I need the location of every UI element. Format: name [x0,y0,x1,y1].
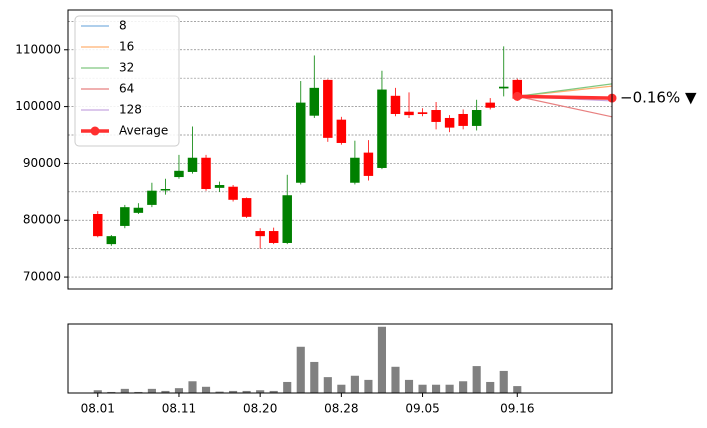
forecast-annotation: −0.16% ▼ [620,89,697,107]
volume-bar [283,381,292,393]
volume-bar [256,390,265,393]
volume-bar [418,384,427,393]
volume-bar [323,377,332,393]
volume-bar [391,366,400,393]
candle-body [431,110,441,122]
volume-bar [107,391,116,393]
volume-bar [161,390,170,393]
volume-bar [432,384,441,393]
candle-body [160,188,171,191]
candle-body [512,79,523,99]
candle-body [417,112,428,114]
volume-bar [296,346,305,393]
candle-body [363,152,374,176]
candle-body [228,186,238,200]
candle-body [106,236,117,245]
legend-label: 128 [119,103,142,117]
legend-label: 8 [119,19,127,33]
candle-body [268,231,279,243]
volume-bar [242,390,251,393]
candle-body [174,170,184,178]
legend-marker [90,126,100,136]
legend-label: Average [119,124,168,138]
candle-body [120,207,130,226]
candle-body [296,102,306,183]
candle-body [147,190,157,205]
candle-body [444,117,455,128]
forecast-line [517,83,613,97]
y-tick-label: 80000 [23,213,61,227]
volume-bar [472,366,481,393]
x-tick-label: 08.20 [243,402,277,416]
candle-body [458,113,468,126]
volume-bar [350,375,359,393]
volume-bar [337,384,346,393]
x-tick-label: 08.01 [81,402,115,416]
candle-body [214,185,225,188]
candle-body [309,87,320,116]
x-tick-label: 08.11 [162,402,196,416]
volume-bar [364,379,373,393]
y-tick-label: 70000 [23,270,61,284]
volume-bar [310,361,319,393]
plot-frame [67,9,613,290]
legend-box [74,15,180,147]
candle-body [201,157,211,189]
y-tick-label: 110000 [15,42,61,56]
volume-bar [120,388,129,393]
volume-bar [188,381,197,393]
volume-bar [147,388,156,393]
legend-label: 16 [119,40,134,54]
volume-bar [459,381,468,393]
candle-body [499,86,509,89]
candle-body [336,119,347,143]
candle-body [350,157,360,183]
x-tick-label: 09.16 [500,402,534,416]
volume-bar [201,386,211,393]
candle-body [377,89,387,168]
volume-bar [499,370,508,393]
candle-body [93,213,103,237]
volume-bar [377,326,387,393]
candle-body [133,207,144,213]
volume-bar [486,381,495,393]
y-tick-label: 100000 [15,99,61,113]
candle-body [390,95,401,114]
candle-body [255,231,265,237]
candle-body [404,111,414,116]
volume-bar [229,390,238,393]
volume-bar [93,390,102,393]
volume-bar [513,386,522,393]
volume-bar [269,390,278,393]
x-tick-label: 09.05 [405,402,439,416]
volume-bar [215,391,224,393]
candle-body [241,198,252,217]
legend-label: 64 [119,82,134,96]
legend-label: 32 [119,61,134,75]
forecast-line [517,94,613,100]
candle-body [485,102,495,108]
plot-frame [67,323,613,394]
x-tick-label: 08.28 [324,402,358,416]
candle-body [187,157,198,172]
forecast-marker [512,91,522,101]
candle-body [282,195,292,243]
y-tick-label: 90000 [23,156,61,170]
volume-bar [404,379,414,393]
candle-body [471,110,482,126]
volume-bar [134,391,143,393]
forecast-line [517,95,613,118]
candle-body [323,79,333,138]
volume-bar [445,384,454,393]
volume-bar [174,388,184,393]
